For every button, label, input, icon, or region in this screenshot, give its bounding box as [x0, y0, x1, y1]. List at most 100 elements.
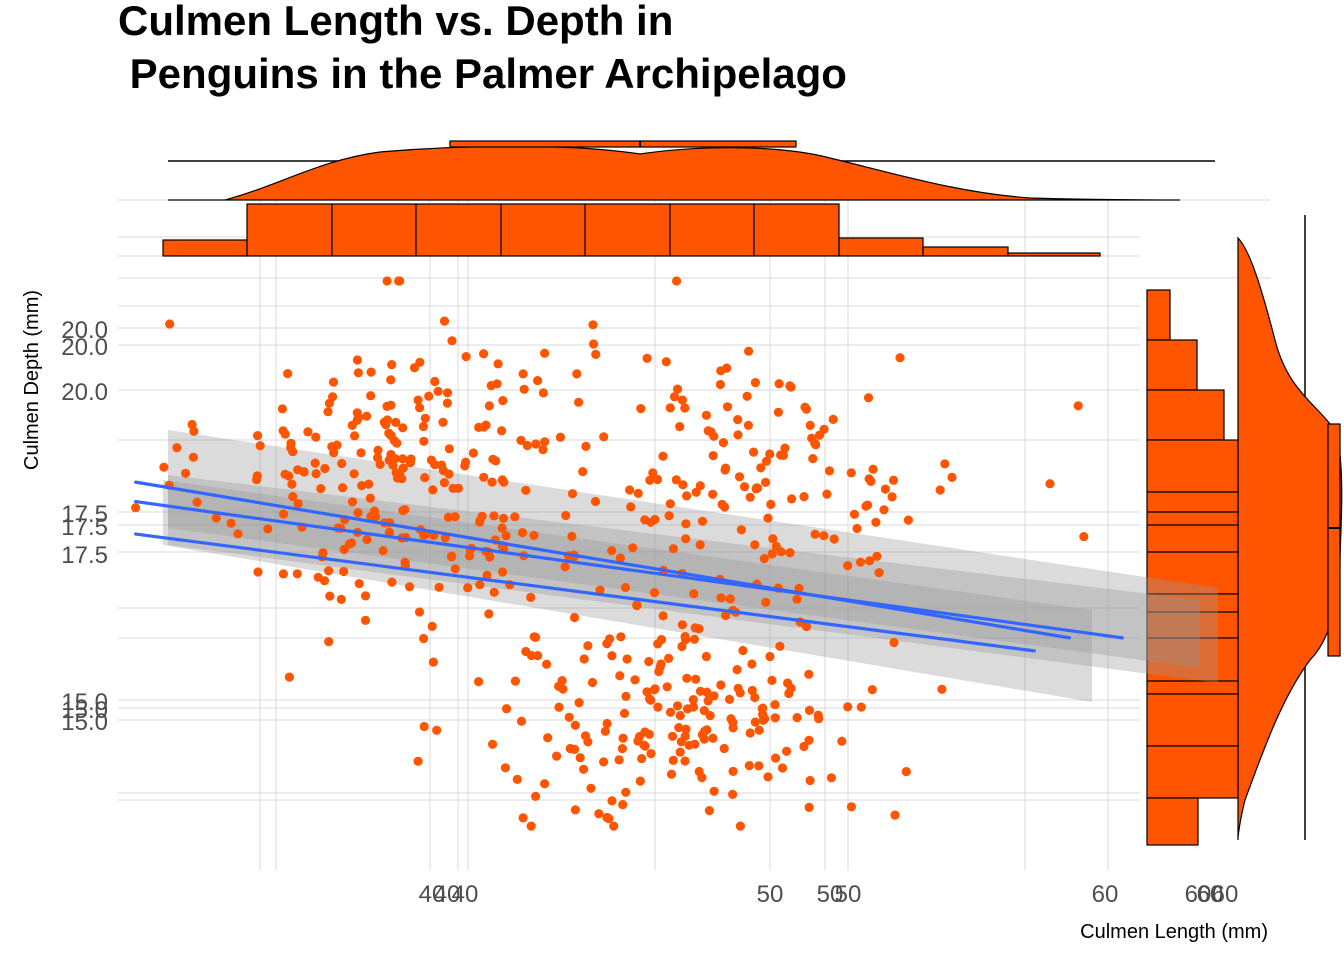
scatter-point	[615, 553, 626, 563]
scatter-point	[767, 549, 777, 559]
scatter-point	[701, 410, 712, 420]
scatter-point	[369, 506, 379, 516]
scatter-point	[619, 708, 630, 719]
scatter-point	[770, 700, 780, 710]
scatter-point	[720, 502, 730, 512]
scatter-point	[716, 680, 726, 690]
scatter-point	[607, 651, 617, 661]
scatter-point	[382, 276, 392, 286]
scatter-point	[450, 564, 460, 574]
scatter-point	[887, 492, 897, 502]
scatter-point	[761, 597, 771, 607]
y-tick-label: 20.0	[61, 317, 108, 344]
scatter-point	[863, 500, 873, 510]
scatter-point	[316, 484, 326, 494]
scatter-point	[754, 761, 764, 771]
scatter-point	[479, 349, 489, 359]
scatter-point	[800, 402, 810, 412]
scatter-point	[607, 796, 617, 806]
scatter-point	[517, 528, 528, 538]
scatter-point	[409, 363, 420, 373]
scatter-point	[570, 720, 580, 730]
scatter-point	[588, 320, 598, 330]
scatter-point	[777, 763, 788, 773]
scatter-point	[722, 363, 732, 373]
scatter-point	[575, 753, 585, 763]
scatter-point	[824, 466, 835, 476]
scatter-point	[768, 534, 778, 544]
y-tick-label: 17.5	[61, 514, 108, 541]
x-tick-label: 60	[1197, 881, 1224, 908]
scatter-point	[489, 587, 499, 597]
scatter-point	[356, 448, 366, 458]
scatter-point	[668, 755, 678, 766]
scatter-point	[347, 420, 357, 430]
y-axis-title: Culmen Depth (mm)	[21, 290, 43, 470]
scatter-point	[728, 789, 738, 800]
x-tick-label: 50	[757, 881, 784, 908]
scatter-point	[766, 499, 776, 509]
scatter-point	[665, 403, 675, 413]
scatter-point	[728, 766, 738, 777]
scatter-point	[583, 737, 593, 747]
scatter-point	[645, 475, 655, 485]
scatter-point	[386, 375, 396, 385]
scatter-point	[589, 339, 599, 349]
scatter-point	[846, 468, 856, 478]
scatter-point	[739, 482, 750, 492]
scatter-point	[293, 499, 303, 509]
scatter-point	[426, 455, 436, 465]
scatter-point	[666, 769, 677, 779]
scatter-point	[461, 457, 471, 467]
scatter-point	[646, 517, 656, 527]
scatter-point	[621, 787, 631, 797]
scatter-point	[395, 276, 405, 286]
scatter-point	[518, 369, 528, 379]
scatter-point	[701, 651, 712, 662]
scatter-point	[865, 556, 875, 566]
scatter-point	[498, 396, 508, 406]
scatter-point	[366, 367, 376, 377]
scatter-point	[653, 639, 663, 649]
scatter-point	[649, 588, 660, 598]
top-histogram-bar	[922, 246, 1009, 257]
scatter-point	[590, 496, 601, 507]
scatter-point	[750, 692, 760, 703]
scatter-point	[867, 685, 877, 695]
x-tick-label: 40	[434, 881, 461, 908]
scatter-point	[673, 701, 683, 711]
scatter-point	[277, 404, 287, 414]
scatter-point	[591, 349, 601, 359]
scatter-point	[378, 546, 388, 556]
scatter-point	[852, 523, 862, 534]
scatter-point	[439, 316, 450, 326]
scatter-point	[622, 654, 632, 664]
scatter-point	[716, 593, 726, 603]
right-histogram-bar	[1146, 693, 1239, 747]
x-axis-title: Culmen Length (mm)	[1080, 921, 1268, 943]
scatter-point	[420, 473, 430, 483]
scatter-point	[705, 691, 715, 701]
right-histogram-bar	[1146, 389, 1225, 441]
scatter-point	[353, 508, 363, 518]
scatter-point	[188, 452, 198, 462]
scatter-point	[708, 489, 718, 499]
scatter-point	[479, 472, 489, 482]
scatter-point	[438, 417, 448, 427]
scatter-point	[620, 582, 631, 593]
scatter-point	[661, 357, 671, 367]
scatter-point	[526, 650, 537, 661]
scatter-point	[253, 567, 263, 577]
scatter-point	[653, 702, 663, 712]
scatter-point	[468, 448, 478, 458]
top-histogram-bar	[1007, 252, 1101, 257]
scatter-point	[320, 463, 330, 474]
scatter-point	[397, 474, 407, 484]
regression-line	[134, 532, 1036, 653]
scatter-point	[570, 744, 580, 755]
scatter-point	[691, 674, 701, 684]
scatter-point	[786, 382, 796, 392]
scatter-point	[519, 384, 529, 394]
scatter-point	[677, 395, 688, 405]
